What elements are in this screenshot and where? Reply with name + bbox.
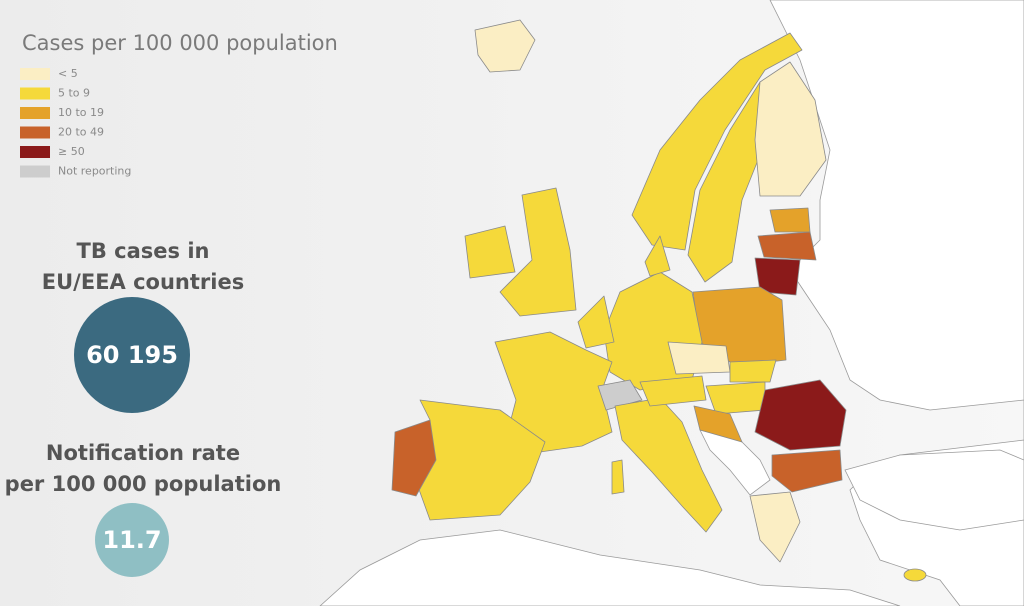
land (699, 429, 771, 496)
legend-swatch (20, 68, 50, 80)
italy (614, 397, 723, 533)
estonia (769, 207, 811, 233)
iceland (474, 19, 536, 73)
stat-label: per 100 000 population (5, 472, 282, 496)
croatia (693, 405, 743, 443)
land (319, 529, 901, 606)
legend-swatch (20, 87, 50, 100)
denmark (644, 235, 671, 277)
legend: < 5 5 to 9 10 to 19 20 to 49 ≥ 50 Not reporti… (20, 67, 131, 178)
latvia (757, 231, 817, 261)
benelux (577, 295, 615, 349)
stat-label: Notification rate (46, 441, 240, 465)
bulgaria (771, 449, 843, 493)
legend-swatch (20, 107, 50, 119)
ireland (464, 225, 516, 279)
stat-label: EU/EEA countries (42, 270, 244, 294)
legend-swatch (20, 146, 50, 158)
legend-label: 20 to 49 (58, 126, 104, 139)
slovakia (729, 359, 777, 383)
romania (754, 379, 847, 451)
stat-circle (95, 503, 169, 577)
legend-title: Cases per 100 000 population (22, 31, 338, 55)
stat-label: TB cases in (77, 239, 210, 263)
czechia (667, 341, 731, 375)
legend-label: < 5 (58, 67, 78, 80)
legend-swatch (20, 126, 50, 139)
stats: TB cases in EU/EEA countries 60 195 Notific… (5, 239, 282, 577)
legend-label: Not reporting (58, 165, 131, 178)
legend-label: 5 to 9 (58, 87, 90, 100)
stat-value: 60 195 (86, 341, 178, 369)
legend-label: 10 to 19 (58, 106, 104, 119)
united-kingdom (499, 187, 577, 317)
land (844, 449, 1024, 531)
map (319, 0, 1024, 606)
stat-circle (74, 297, 190, 413)
switzerland (597, 379, 643, 411)
portugal (391, 419, 437, 497)
sardinia (611, 459, 625, 495)
cyprus (903, 568, 927, 582)
greece (749, 491, 801, 563)
norway (631, 32, 803, 251)
legend-swatch (20, 165, 50, 178)
stat-value: 11.7 (102, 526, 161, 554)
lithuania (754, 257, 801, 296)
legend-label: ≥ 50 (58, 145, 85, 158)
hungary (705, 381, 766, 415)
finland (754, 61, 827, 197)
austria (639, 375, 707, 407)
